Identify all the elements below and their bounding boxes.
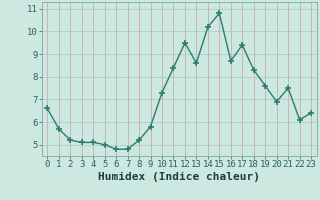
X-axis label: Humidex (Indice chaleur): Humidex (Indice chaleur) (98, 172, 260, 182)
